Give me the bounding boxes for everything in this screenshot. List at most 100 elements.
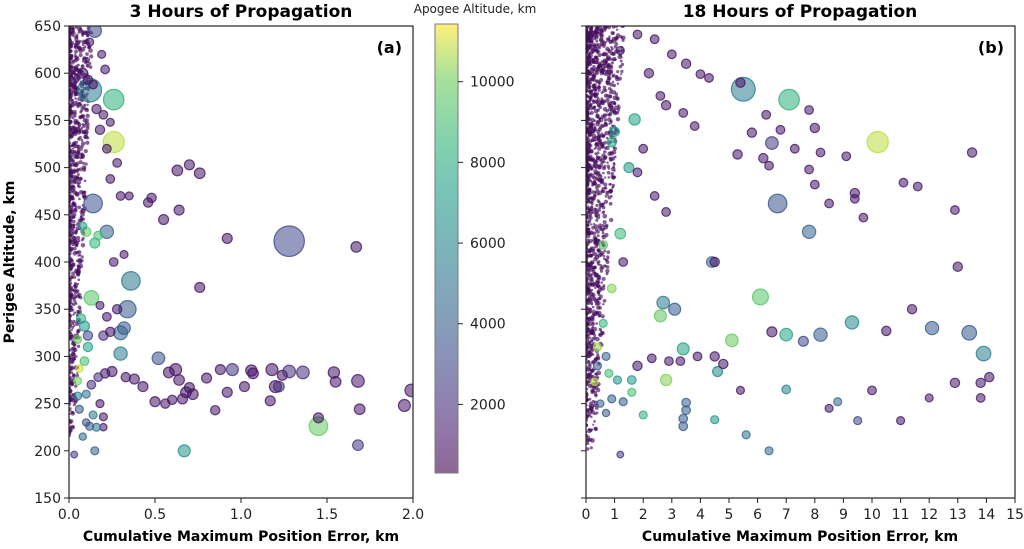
data-point	[735, 385, 746, 395]
data-point	[149, 396, 161, 408]
cluster-point	[608, 188, 614, 194]
cluster-point	[615, 96, 620, 101]
data-point	[646, 353, 657, 364]
cluster-point	[588, 368, 592, 372]
cluster-point	[78, 176, 83, 181]
cluster-point	[608, 102, 613, 106]
cluster-point	[602, 213, 608, 219]
cluster-point	[595, 155, 601, 160]
data-point	[718, 358, 729, 370]
cluster-point	[612, 165, 616, 169]
cluster-point	[593, 147, 596, 150]
data-point	[171, 164, 184, 177]
cluster-point	[70, 98, 74, 102]
cluster-point	[73, 357, 76, 361]
cluster-point	[76, 311, 80, 315]
cluster-point	[587, 211, 590, 215]
cluster-point	[74, 302, 78, 305]
cluster-point	[78, 53, 83, 58]
cluster-point	[591, 133, 597, 139]
cluster-point	[616, 82, 620, 85]
cluster-point	[589, 283, 593, 287]
cluster-point	[72, 246, 77, 251]
cluster-point	[602, 26, 608, 30]
cluster-point	[593, 252, 598, 257]
cluster-point	[69, 137, 72, 140]
data-point	[329, 375, 342, 388]
cluster-point	[77, 180, 82, 185]
x-tick-label: 14	[977, 507, 995, 523]
cluster-point	[596, 301, 601, 306]
panel-a-x-ticks: 0.0 0.5 1.0 1.5 2.0	[58, 498, 424, 523]
cluster-point	[75, 129, 80, 133]
cluster-point	[587, 150, 591, 154]
data-point	[93, 230, 104, 241]
cluster-point	[589, 208, 593, 212]
data-point	[604, 368, 614, 378]
cluster-point	[614, 36, 619, 40]
data-point	[312, 412, 324, 424]
cluster-point	[69, 297, 73, 301]
data-point	[660, 100, 672, 111]
cluster-point	[586, 107, 589, 110]
data-point	[912, 181, 923, 192]
cluster-point	[89, 54, 94, 59]
cluster-point	[608, 122, 611, 125]
data-point	[692, 351, 703, 362]
cluster-point	[602, 85, 607, 90]
data-point	[866, 130, 889, 154]
data-point	[758, 152, 769, 164]
data-point	[247, 367, 259, 380]
cluster-point	[602, 106, 608, 112]
cluster-point	[586, 135, 590, 140]
colorbar-tick-label: 10000	[470, 75, 515, 91]
data-point	[78, 320, 91, 332]
cluster-point	[590, 260, 595, 265]
x-tick-label: 4	[696, 507, 705, 523]
cluster-point	[69, 391, 72, 395]
cluster-point	[589, 67, 594, 71]
x-tick-label: 13	[949, 507, 967, 523]
cluster-point	[604, 176, 607, 179]
cluster-point	[598, 223, 603, 228]
cluster-point	[86, 103, 89, 107]
cluster-point	[69, 233, 73, 237]
cluster-point	[603, 146, 608, 150]
data-point	[741, 430, 751, 440]
cluster-point	[586, 447, 590, 451]
data-point	[214, 364, 226, 376]
cluster-point	[75, 226, 78, 230]
cluster-point	[74, 240, 80, 246]
panel-a-title: 3 Hours of Propagation	[130, 2, 353, 22]
cluster-point	[609, 39, 613, 43]
cluster-point	[72, 251, 78, 256]
data-point	[88, 79, 98, 90]
data-point	[137, 381, 149, 393]
cluster-point	[74, 296, 77, 299]
cluster-point	[74, 355, 78, 358]
cluster-point	[73, 203, 77, 207]
data-point	[86, 379, 97, 390]
cluster-point	[597, 80, 601, 84]
cluster-point	[72, 179, 77, 185]
cluster-point	[73, 287, 77, 292]
data-point	[632, 167, 643, 178]
cluster-point	[83, 60, 88, 65]
cluster-point	[590, 339, 593, 342]
cluster-point	[597, 88, 601, 92]
cluster-point	[595, 66, 600, 71]
cluster-point	[76, 127, 79, 130]
cluster-point	[75, 161, 80, 166]
cluster-point	[596, 305, 601, 310]
panel-a-x-label: Cumulative Maximum Position Error, km	[83, 529, 399, 545]
cluster-point	[601, 43, 607, 48]
cluster-point	[589, 167, 593, 171]
cluster-point	[589, 95, 594, 100]
cluster-point	[77, 101, 80, 105]
cluster-point	[72, 190, 78, 195]
cluster-point	[588, 80, 593, 85]
cluster-point	[586, 140, 590, 144]
cluster-point	[611, 108, 617, 114]
cluster-point	[586, 282, 589, 288]
cluster-point	[74, 44, 79, 50]
